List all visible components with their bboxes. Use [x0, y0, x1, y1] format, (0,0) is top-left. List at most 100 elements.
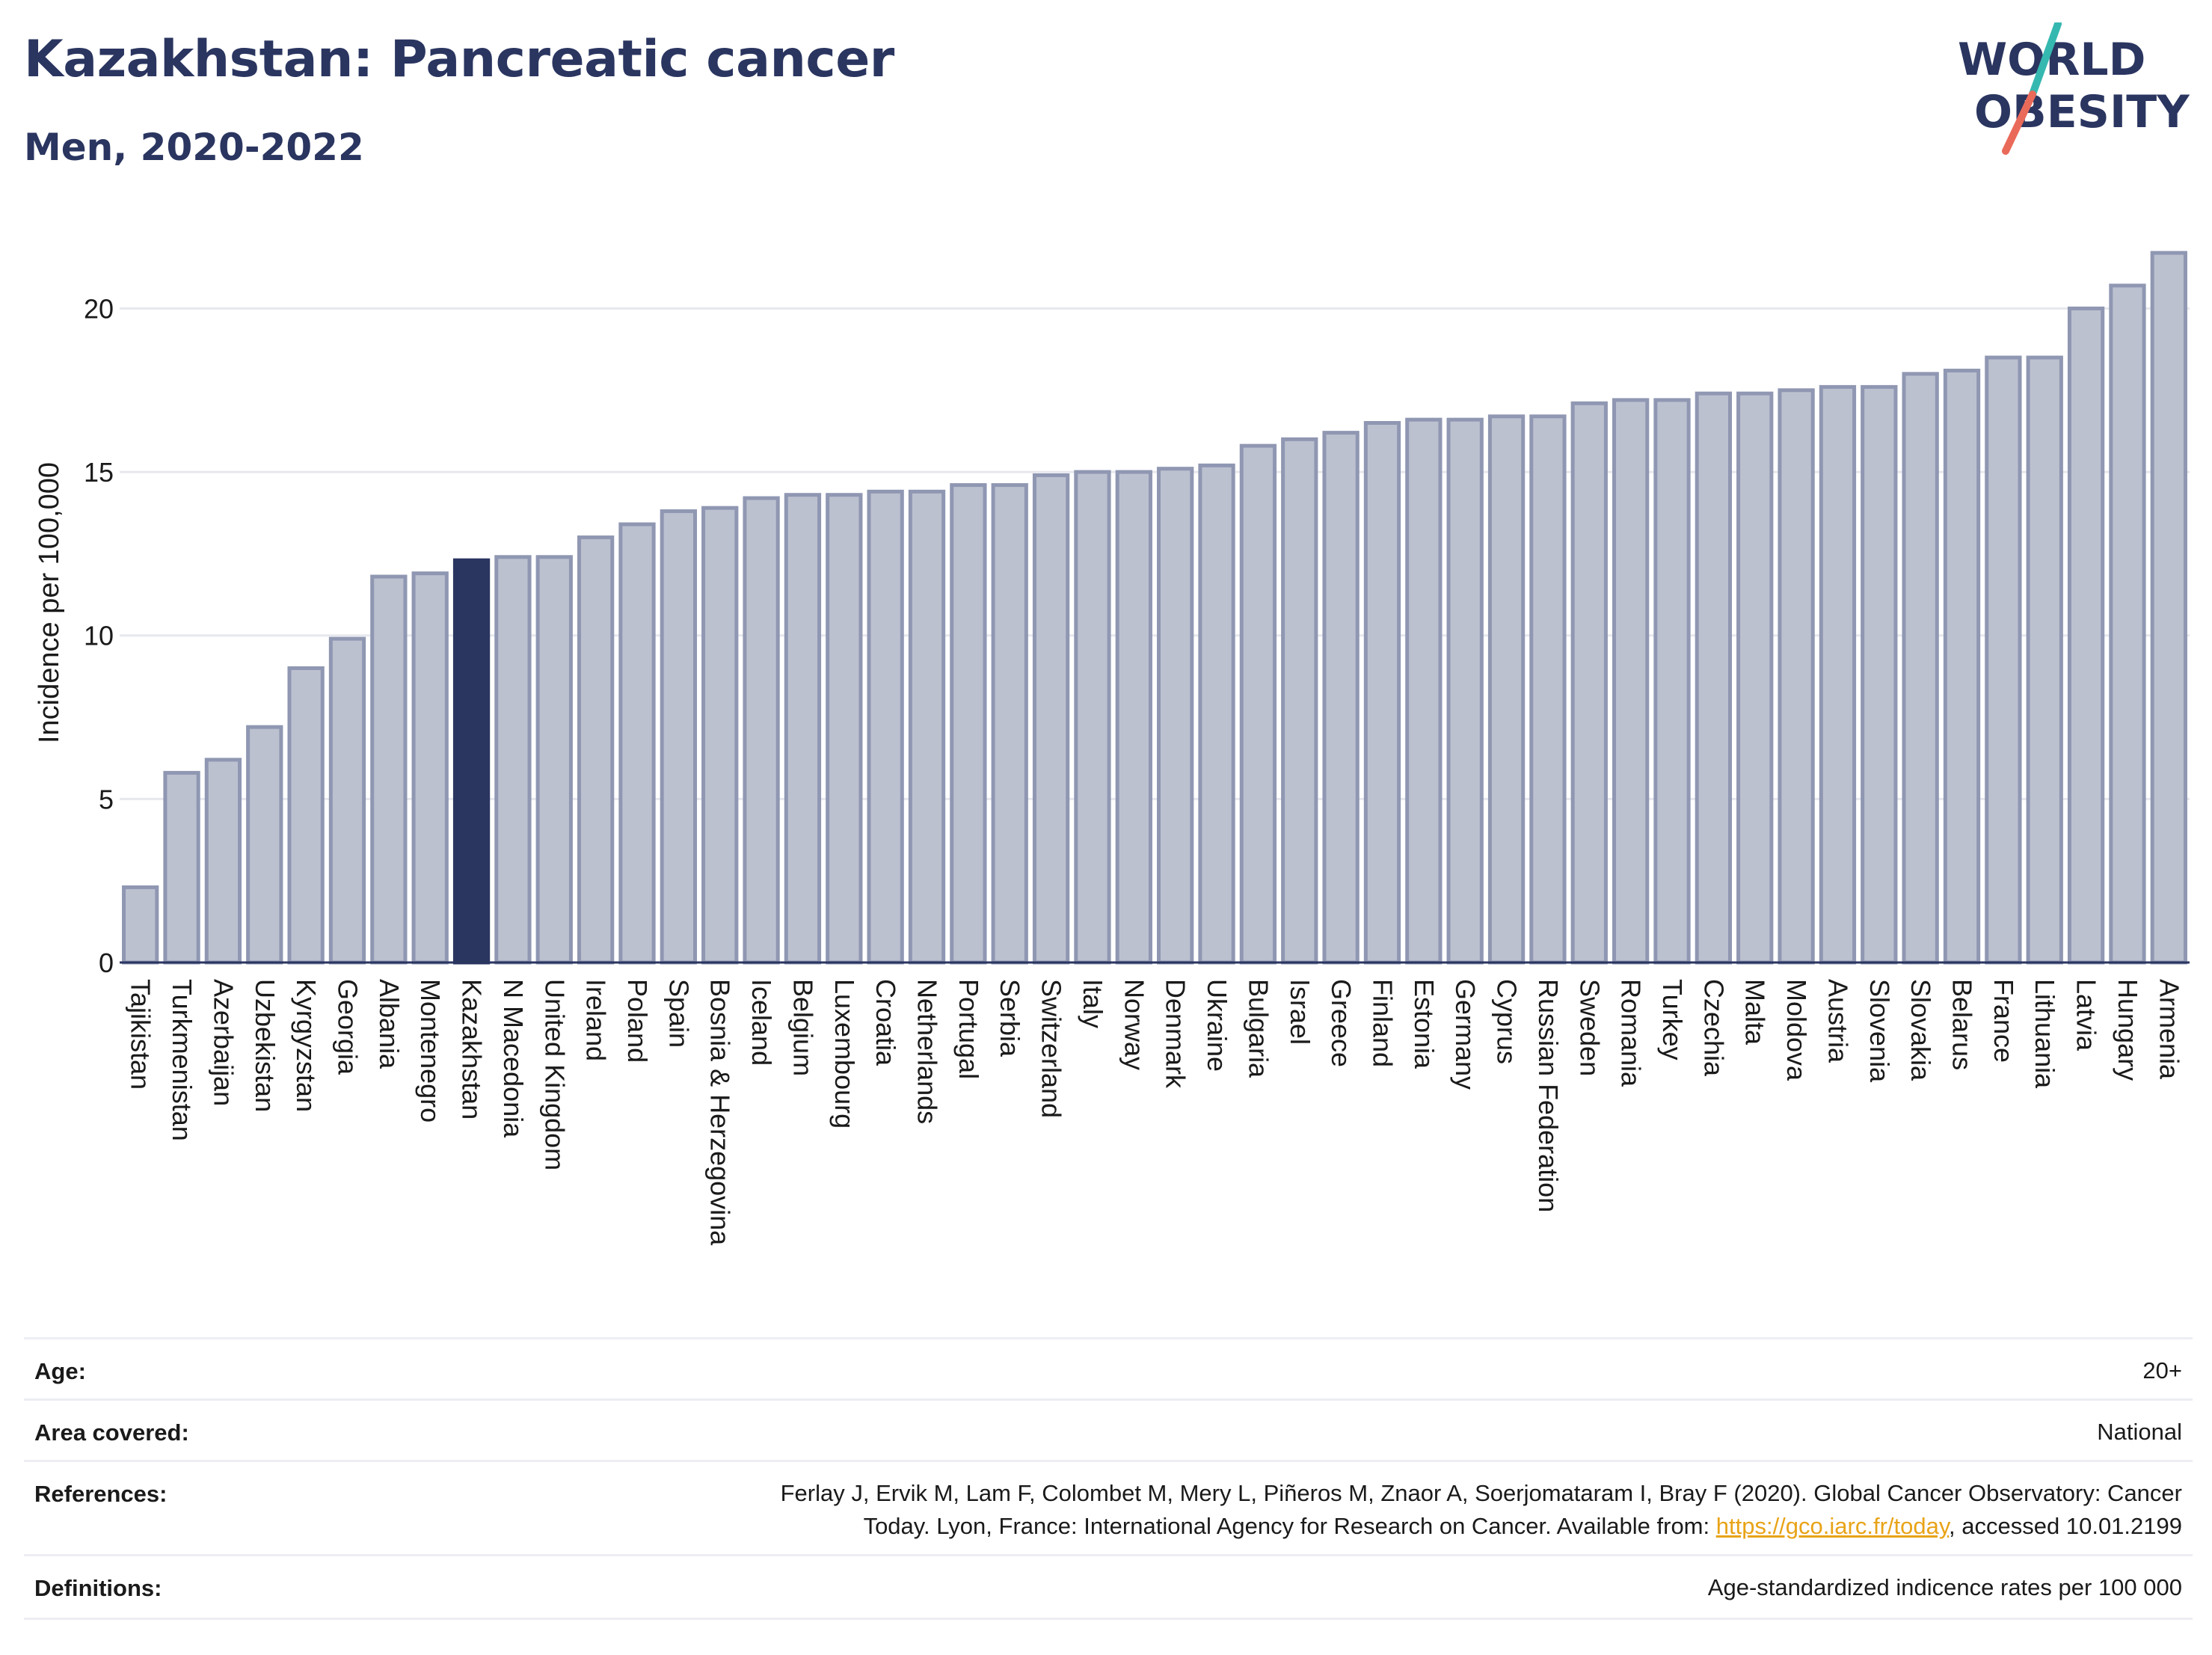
x-tick-label: Montenegro: [415, 979, 446, 1123]
x-tick-label: Norway: [1119, 979, 1149, 1070]
bar-latvia: [2067, 306, 2105, 965]
x-tick-label: Albania: [374, 979, 405, 1069]
y-axis-title: Incidence per 100,000: [34, 462, 65, 743]
bar-sweden: [1570, 401, 1608, 965]
x-tick-label: Slovenia: [1864, 979, 1895, 1083]
x-tick-label: Austria: [1822, 979, 1853, 1063]
x-tick-label: Serbia: [995, 979, 1025, 1057]
x-tick-label: Ukraine: [1202, 979, 1232, 1072]
bar-romania: [1612, 398, 1650, 965]
x-axis-labels: Tajikistan Turkmenistan Azerbaijan Uzbekist…: [126, 979, 2185, 1246]
bar-turkey: [1653, 398, 1691, 965]
bar-united-kingdom: [535, 555, 573, 965]
bar-belarus: [1943, 369, 1981, 965]
logo-text-obesity: OBESITY: [1974, 86, 2190, 138]
bar-luxembourg: [826, 493, 863, 965]
bar-hungary: [2109, 283, 2146, 965]
meta-row-definitions: Definitions: Age-standardized indicence …: [24, 1554, 2193, 1620]
meta-value-definitions: Age-standardized indicence rates per 100…: [1707, 1574, 2182, 1600]
bar-kazakhstan: [452, 558, 491, 965]
y-axis-ticks: 0 5 10 15 20: [84, 293, 114, 978]
bar-netherlands: [908, 489, 946, 965]
bar-belgium: [784, 493, 822, 965]
bar-spain: [660, 509, 698, 965]
meta-value-area: National: [2097, 1419, 2182, 1445]
meta-label-age: Age:: [34, 1358, 86, 1384]
x-tick-label: Greece: [1326, 979, 1357, 1067]
bar-portugal: [950, 483, 987, 965]
chart-title: Kazakhstan: Pancreatic cancer: [24, 30, 894, 89]
bar-bosnia-herzegovina: [701, 506, 739, 965]
x-tick-label: Iceland: [746, 979, 777, 1066]
bar-georgia: [328, 636, 366, 965]
y-tick-label: 20: [84, 293, 114, 324]
bar-n-macedonia: [494, 555, 532, 965]
references-line-2-text: Today. Lyon, France: International Agenc…: [863, 1513, 1716, 1539]
bar-armenia: [2150, 251, 2187, 965]
bar-kyrgyzstan: [287, 666, 325, 965]
bar-moldova: [1778, 388, 1815, 965]
bar-germany: [1446, 417, 1484, 965]
x-tick-label: Belarus: [1947, 979, 1978, 1070]
y-tick-label: 5: [99, 784, 114, 814]
references-link[interactable]: https://gco.iarc.fr/today: [1715, 1513, 1950, 1539]
bar-serbia: [991, 483, 1028, 965]
bar-slovakia: [1902, 372, 1939, 965]
bar-croatia: [867, 489, 904, 965]
bar-israel: [1281, 437, 1318, 965]
x-tick-label: Sweden: [1574, 979, 1605, 1076]
bar-russian-federation: [1529, 414, 1567, 965]
x-tick-label: Estonia: [1409, 979, 1440, 1069]
meta-value-references: Ferlay J, Ervik M, Lam F, Colombet M, Me…: [781, 1477, 2182, 1543]
meta-row-area: Area covered: National: [24, 1398, 2193, 1462]
bar-denmark: [1157, 467, 1194, 965]
x-tick-label: Armenia: [2154, 979, 2184, 1080]
bar-albania: [370, 574, 408, 965]
x-tick-label: Spain: [663, 979, 694, 1048]
bar-poland: [618, 522, 656, 965]
x-tick-label: Romania: [1616, 979, 1647, 1087]
bar-turkmenistan: [163, 770, 200, 965]
bar-uzbekistan: [246, 725, 283, 965]
x-tick-label: Turkmenistan: [167, 979, 197, 1141]
x-tick-label: Italy: [1078, 979, 1108, 1028]
bar-iceland: [743, 496, 780, 965]
logo-slash-top: [2029, 22, 2062, 98]
x-tick-label: Denmark: [1161, 979, 1191, 1089]
meta-row-references: References: Ferlay J, Ervik M, Lam F, Co…: [24, 1460, 2193, 1556]
bar-chart: 0 5 10 15 20 Tajikistan Turkmenistan Azerbaija…: [34, 251, 2190, 1246]
bar-montenegro: [411, 571, 449, 965]
bar-lithuania: [2026, 355, 2063, 965]
bar-malta: [1736, 391, 1774, 965]
x-tick-label: Switzerland: [1036, 979, 1067, 1118]
y-tick-label: 15: [84, 457, 114, 488]
x-tick-label: Ireland: [581, 979, 612, 1061]
x-tick-label: Bosnia & Herzegovina: [705, 979, 736, 1246]
x-tick-label: Latvia: [2071, 979, 2102, 1051]
x-tick-label: Kyrgyzstan: [291, 979, 322, 1112]
references-line-2-suffix: , accessed 10.01.2199: [1949, 1513, 2182, 1539]
bar-ukraine: [1198, 463, 1235, 965]
meta-label-definitions: Definitions:: [34, 1575, 162, 1601]
x-tick-label: Malta: [1740, 979, 1771, 1045]
bar-estonia: [1405, 417, 1443, 965]
x-tick-label: Cyprus: [1492, 979, 1523, 1064]
x-tick-label: Uzbekistan: [250, 979, 280, 1112]
bar-cyprus: [1487, 414, 1526, 965]
x-tick-label: Czechia: [1698, 979, 1729, 1077]
x-tick-label: Portugal: [953, 979, 984, 1079]
world-obesity-logo: WORLD OBESITY: [1958, 22, 2190, 155]
x-tick-label: N Macedonia: [498, 979, 529, 1138]
bar-bulgaria: [1239, 443, 1277, 965]
meta-value-age: 20+: [2142, 1357, 2182, 1384]
x-tick-label: Kazakhstan: [457, 979, 488, 1120]
bar-norway: [1115, 470, 1152, 965]
x-tick-label: Russian Federation: [1533, 979, 1564, 1212]
x-tick-label: Netherlands: [912, 979, 943, 1124]
x-tick-label: Azerbaijan: [208, 979, 239, 1106]
references-line-1: Ferlay J, Ervik M, Lam F, Colombet M, Me…: [780, 1480, 2182, 1506]
x-tick-label: Poland: [622, 979, 653, 1063]
meta-label-area: Area covered:: [34, 1419, 189, 1446]
bar-italy: [1074, 470, 1111, 965]
x-tick-label: Hungary: [2113, 979, 2143, 1081]
